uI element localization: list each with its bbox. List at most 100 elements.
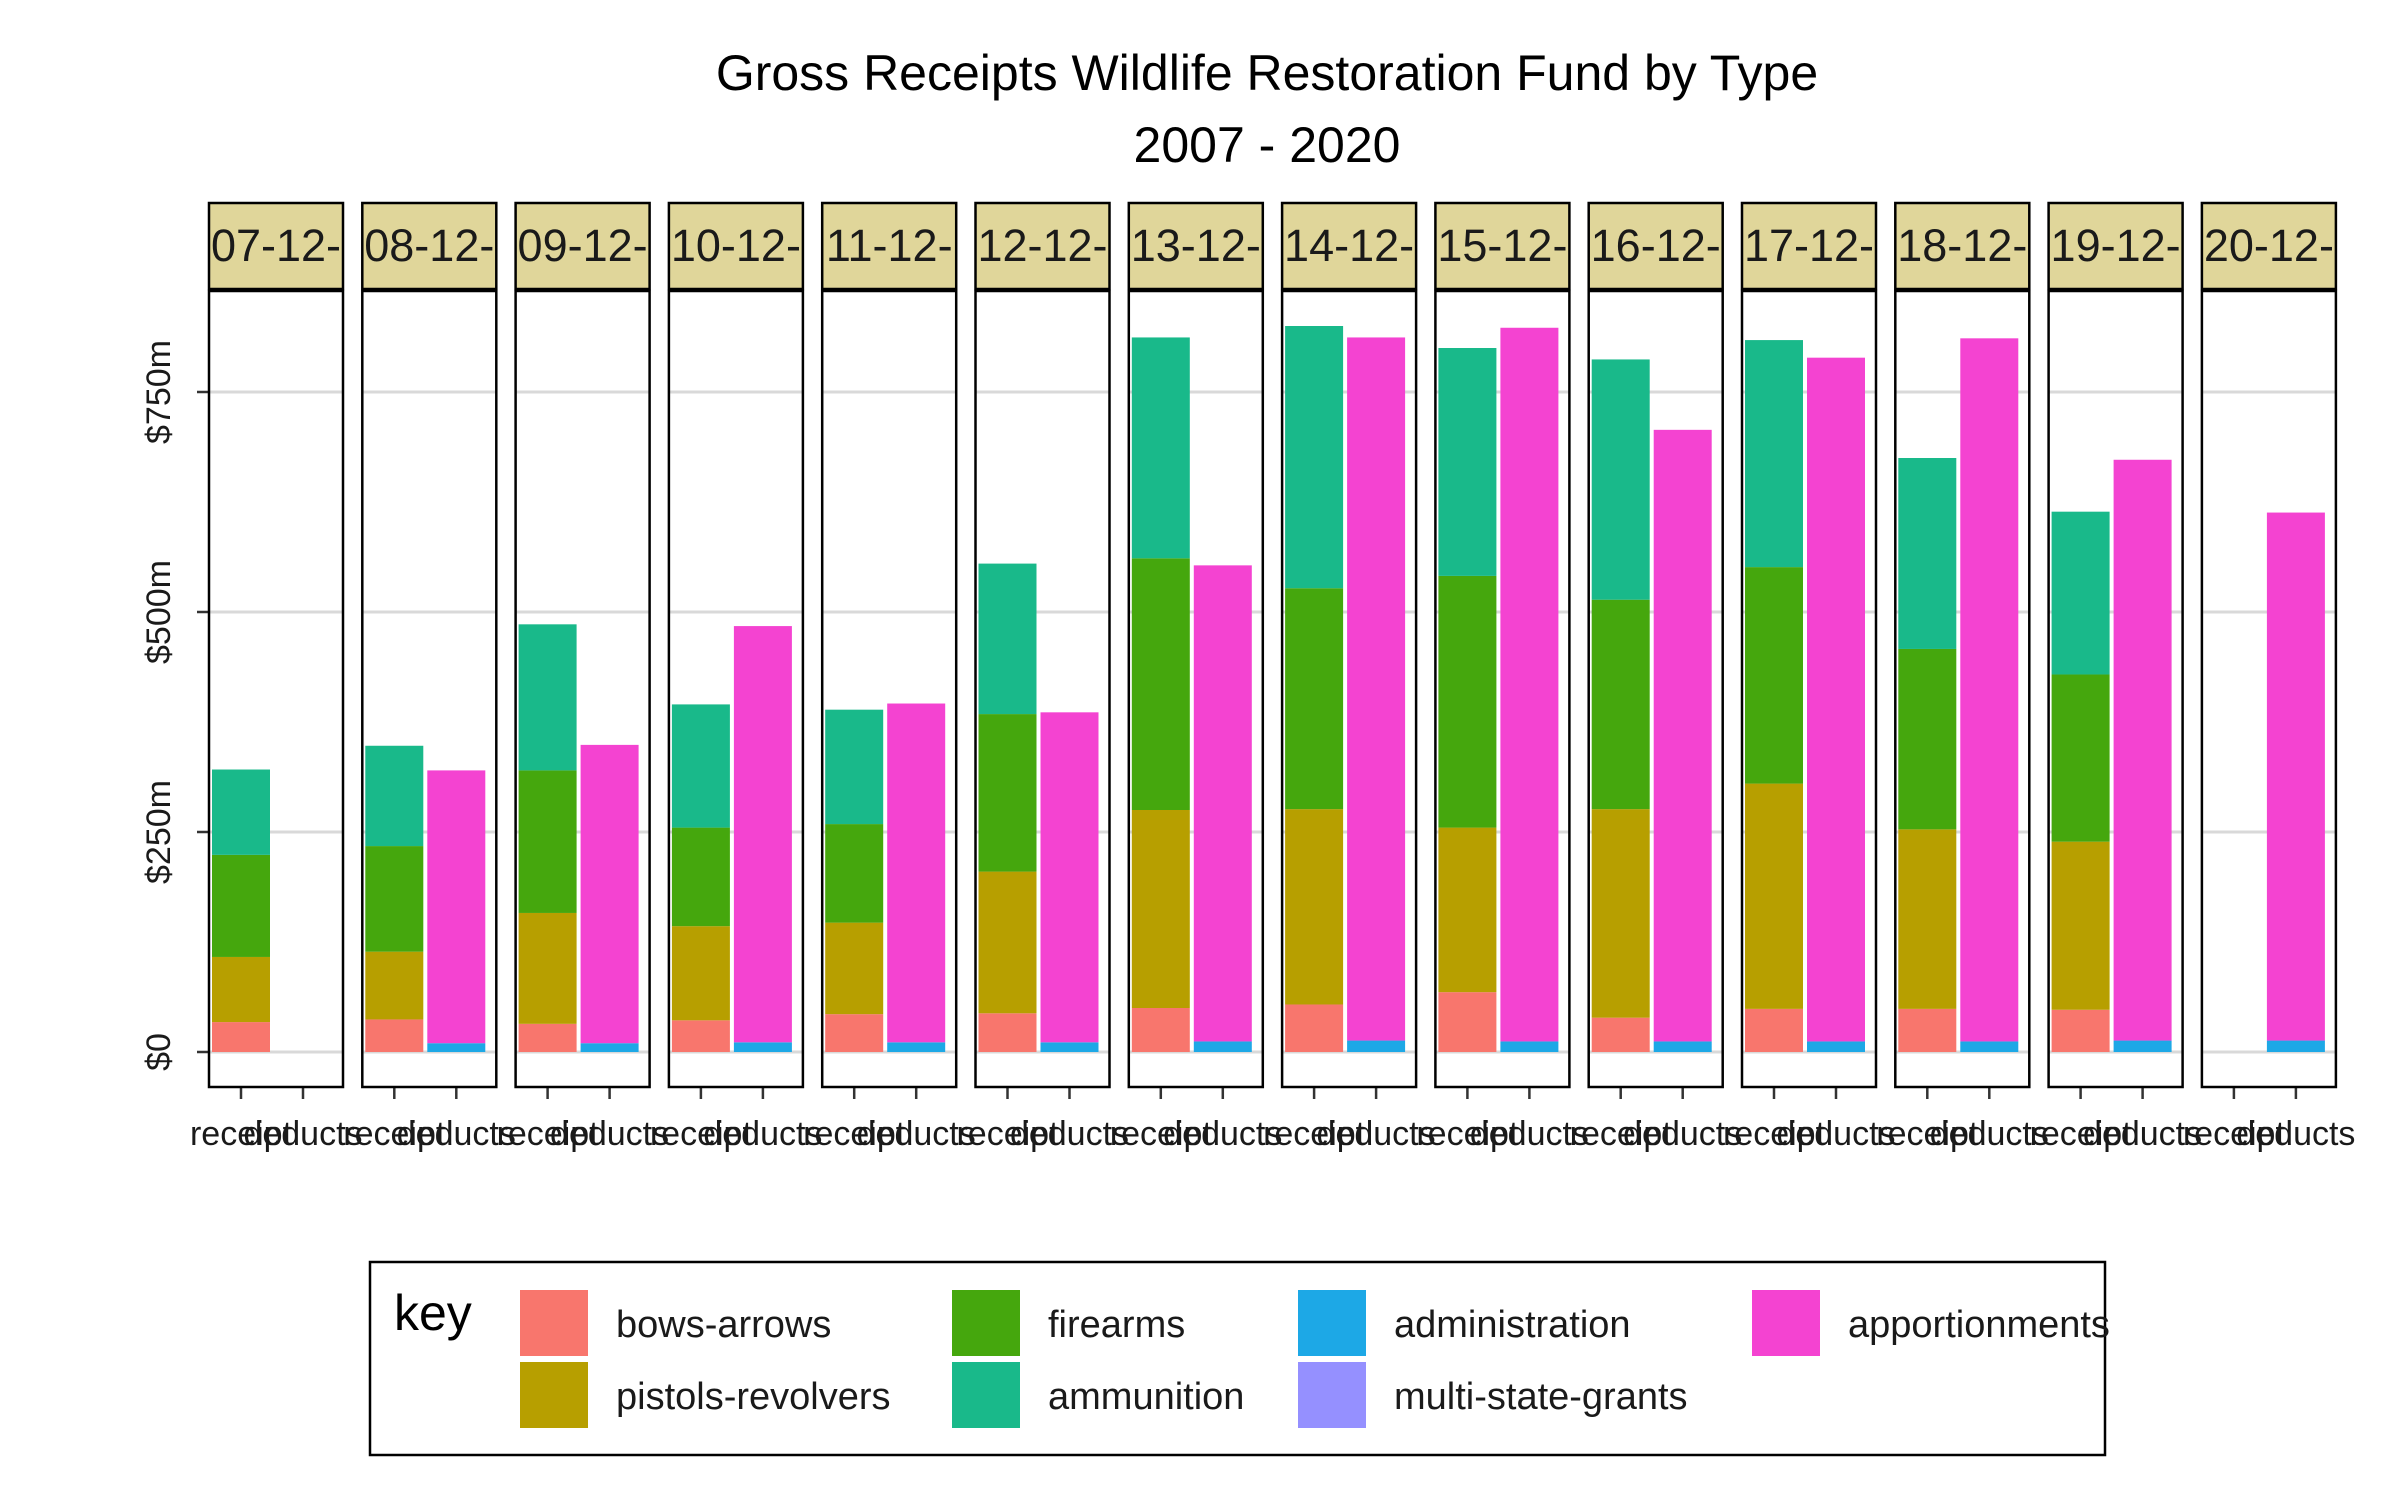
facet-strip — [1740, 201, 1878, 291]
x-tick-label: deducts — [397, 1115, 516, 1153]
facet-strip — [820, 201, 958, 291]
facet-strip-label: 11-12- — [826, 220, 953, 271]
legend-swatch — [1752, 1290, 1820, 1356]
legend-label: bows-arrows — [616, 1304, 831, 1346]
panel-border — [207, 289, 345, 1089]
x-tick-label: deducts — [243, 1115, 362, 1153]
legend-item: multi-state-grants — [1298, 1362, 1688, 1428]
bar-segment-pistols-revolvers — [212, 956, 270, 1023]
bar-segment-administration — [1807, 1041, 1865, 1052]
bar-segment-pistols-revolvers — [671, 926, 730, 1021]
legend-label: apportionments — [1848, 1304, 2110, 1346]
legend-title: key — [394, 1285, 472, 1341]
facets: 07-12-receiptdeducts08-12-receiptdeducts… — [190, 201, 2355, 1153]
bar-segment-bows-arrows — [825, 1014, 884, 1052]
bar-segment-firearms — [365, 846, 424, 952]
facet-strip-label: 08-12- — [364, 220, 494, 271]
facet-strip — [1127, 201, 1265, 291]
chart-subtitle: 2007 - 2020 — [1134, 117, 1401, 173]
legend-label: administration — [1394, 1304, 1631, 1346]
bar-segment-pistols-revolvers — [1898, 829, 1957, 1009]
facet-strip-label: 17-12- — [1744, 220, 1874, 271]
bar-segment-administration — [1653, 1041, 1712, 1052]
bar-segment-apportionments — [733, 626, 792, 1043]
x-tick-label: receipt — [1876, 1115, 1979, 1153]
bar-segment-bows-arrows — [1745, 1008, 1803, 1052]
x-tick-label: receipt — [1570, 1115, 1673, 1153]
x-tick-label: receipt — [1263, 1115, 1366, 1153]
facet-strip-label: 20-12- — [2204, 220, 2334, 271]
x-tick-label: deducts — [1623, 1115, 1742, 1153]
bar-segment-administration — [887, 1042, 946, 1052]
facet-strip — [207, 201, 345, 291]
bar-segment-administration — [1193, 1041, 1252, 1052]
bar-segment-pistols-revolvers — [1131, 810, 1190, 1008]
panel-border — [820, 289, 958, 1089]
bar-segment-firearms — [212, 854, 270, 957]
panel-border — [2047, 289, 2184, 1089]
bar-segment-pistols-revolvers — [1438, 827, 1497, 993]
bar-segment-apportionments — [1653, 429, 1712, 1042]
x-tick-label: deducts — [1930, 1115, 2049, 1153]
bar-segment-firearms — [1745, 567, 1803, 784]
x-tick-label: deducts — [2236, 1115, 2355, 1153]
bar-segment-apportionments — [2113, 459, 2172, 1041]
bar-segment-administration — [733, 1042, 792, 1052]
bar-segment-bows-arrows — [1438, 992, 1497, 1052]
bar-segment-bows-arrows — [518, 1023, 577, 1052]
facet-strip-label: 19-12- — [2051, 220, 2181, 271]
bar-segment-bows-arrows — [1285, 1004, 1344, 1052]
panel-border — [1127, 289, 1265, 1089]
bar-segment-ammunition — [1131, 337, 1190, 559]
legend-item: ammunition — [952, 1362, 1244, 1428]
bar-segment-bows-arrows — [212, 1022, 270, 1052]
bar-segment-firearms — [518, 770, 577, 913]
facet-strip — [361, 201, 498, 291]
bar-segment-firearms — [1131, 558, 1190, 810]
facet-strip — [1434, 201, 1571, 291]
bar-segment-ammunition — [1438, 348, 1497, 576]
bar-segment-pistols-revolvers — [1285, 809, 1344, 1005]
bar-segment-pistols-revolvers — [1591, 809, 1650, 1018]
x-tick-label: deducts — [2083, 1115, 2202, 1153]
bar-segment-firearms — [1285, 588, 1344, 810]
legend-label: multi-state-grants — [1394, 1376, 1688, 1418]
bar-segment-apportionments — [1347, 337, 1406, 1041]
bar-segment-ammunition — [978, 563, 1037, 715]
facet-strip-label: 09-12- — [518, 220, 648, 271]
bar-segment-ammunition — [671, 704, 730, 828]
facet-strip-label: 15-12- — [1437, 220, 1567, 271]
bar-segment-ammunition — [1285, 326, 1344, 589]
panel-border — [974, 289, 1111, 1089]
x-tick-label: receipt — [1723, 1115, 1826, 1153]
facet-strip — [1280, 201, 1418, 291]
bar-segment-firearms — [978, 714, 1037, 872]
x-tick-label: deducts — [1317, 1115, 1436, 1153]
facet-strip — [1894, 201, 2031, 291]
y-tick-label: $0 — [140, 1033, 178, 1071]
bar-segment-apportionments — [887, 703, 946, 1043]
bar-segment-firearms — [1438, 575, 1497, 828]
x-tick-label: receipt — [1110, 1115, 1213, 1153]
bar-segment-administration — [580, 1043, 639, 1052]
legend-item: administration — [1298, 1290, 1631, 1356]
facet-strip-label: 12-12- — [977, 220, 1107, 271]
x-tick-label: deducts — [703, 1115, 822, 1153]
bar-segment-apportionments — [1960, 338, 2019, 1042]
y-axis: $0 $250m $500m $750m — [140, 340, 209, 1071]
facet-strip — [2200, 201, 2338, 291]
x-tick-label: deducts — [1776, 1115, 1895, 1153]
bar-segment-apportionments — [1040, 712, 1099, 1043]
y-tick-label: $250m — [140, 780, 178, 884]
bar-segment-apportionments — [1193, 565, 1252, 1042]
legend-item: apportionments — [1752, 1290, 2110, 1356]
facet-strip — [514, 201, 651, 291]
x-tick-label: receipt — [497, 1115, 600, 1153]
